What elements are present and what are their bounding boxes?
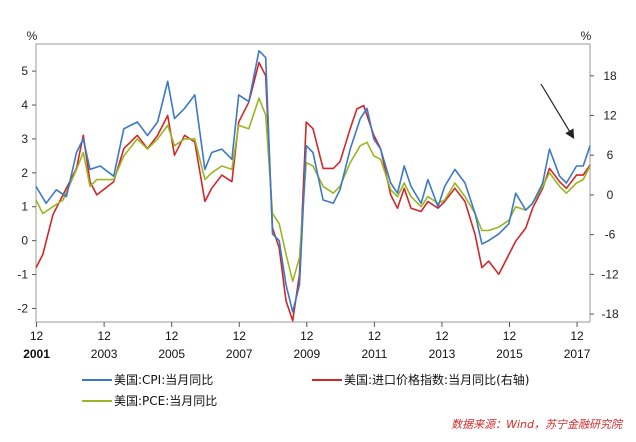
left-axis-tick-label: 4 (21, 98, 28, 112)
left-axis-tick-label: -1 (17, 268, 28, 282)
plot-area (35, 43, 591, 323)
x-axis-year-label: 2013 (429, 347, 456, 361)
x-axis-year-label: 2003 (91, 347, 118, 361)
x-axis-year-label: 2009 (293, 347, 320, 361)
x-axis-tick-label: 12 (300, 329, 314, 343)
right-axis-tick-label: 6 (607, 148, 614, 162)
x-axis-year-label: 2017 (564, 347, 591, 361)
left-axis-unit: % (27, 29, 38, 43)
legend-swatch-cpi (82, 378, 112, 381)
legend-item-import-price: 美国:进口价格指数:当月同比(右轴) (312, 371, 529, 388)
legend-swatch-import-price (312, 378, 342, 381)
x-axis-tick-label: 12 (368, 329, 382, 343)
right-axis-tick-label: 18 (603, 69, 617, 83)
x-axis-year-label: 2011 (361, 347, 387, 361)
right-axis-tick-label: 12 (603, 108, 617, 122)
legend-label-pce: 美国:PCE:当月同比 (114, 394, 218, 408)
x-axis-year-label: 2007 (226, 347, 253, 361)
x-axis-tick-label: 12 (503, 329, 517, 343)
source-note: 数据来源：Wind，苏宁金融研究院 (451, 418, 622, 431)
left-axis-tick-label: -2 (17, 301, 28, 315)
x-axis-tick-label: 12 (233, 329, 247, 343)
right-axis-tick-label: -6 (605, 228, 616, 242)
x-axis-tick-label: 12 (570, 329, 584, 343)
x-axis-tick-label: 12 (30, 329, 44, 343)
left-axis-tick-label: 0 (21, 234, 28, 248)
left-axis-tick-label: 2 (21, 166, 28, 180)
legend-item-pce: 美国:PCE:当月同比 (82, 392, 217, 409)
legend-label-cpi: 美国:CPI:当月同比 (114, 373, 214, 387)
x-axis-year-label: 2001 (23, 347, 50, 361)
left-axis-tick-label: 5 (21, 64, 28, 78)
series-line-2 (35, 97, 591, 283)
x-axis-tick-label: 12 (97, 329, 111, 343)
x-axis-tick-label: 12 (165, 329, 179, 343)
legend-label-import-price: 美国:进口价格指数:当月同比(右轴) (344, 373, 530, 387)
left-axis-tick-label: 1 (21, 200, 28, 214)
x-axis-year-label: 2005 (158, 347, 185, 361)
series-line-0 (35, 50, 591, 313)
left-axis-tick-label: 3 (21, 132, 28, 146)
right-axis-tick-label: 0 (607, 188, 614, 202)
legend-swatch-pce (82, 399, 112, 402)
x-axis-year-label: 2015 (496, 347, 523, 361)
x-axis-tick-label: 12 (435, 329, 449, 343)
right-axis-tick-label: -18 (601, 307, 619, 321)
right-axis-unit: % (581, 29, 592, 43)
annotation-arrow (540, 83, 575, 140)
series-line-1 (35, 61, 591, 322)
legend-item-cpi: 美国:CPI:当月同比 (82, 371, 213, 388)
right-axis-tick-label: -12 (601, 267, 619, 281)
